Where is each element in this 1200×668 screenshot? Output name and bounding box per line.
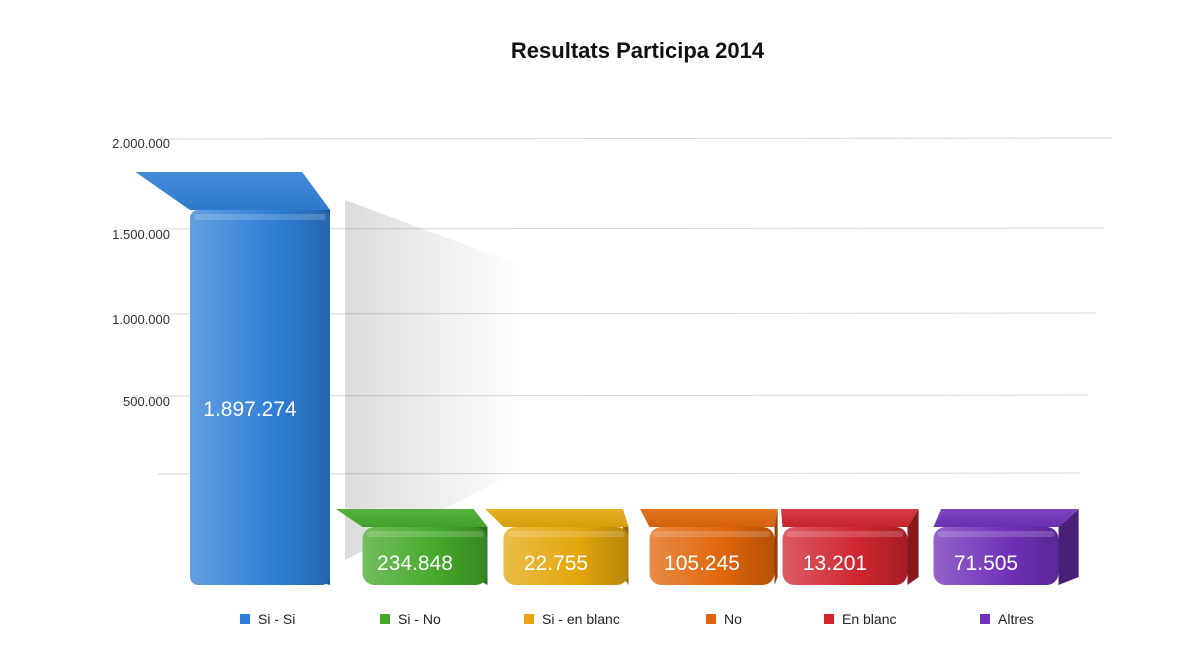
bar-shadows [345, 200, 520, 560]
legend-item: En blanc [824, 611, 896, 627]
bars [135, 172, 1079, 585]
bar-si-en-blanc [485, 509, 629, 585]
legend-label: Si - No [398, 611, 441, 627]
legend-item: Si - en blanc [524, 611, 620, 627]
legend-swatch [380, 614, 390, 624]
bar-altres [933, 509, 1079, 585]
data-label: 234.848 [377, 552, 453, 575]
value-labels: 1.897.274 234.848 22.755 105.245 13.201 71.50… [203, 398, 1018, 575]
legend-swatch [980, 614, 990, 624]
data-label: 22.755 [524, 552, 588, 575]
legend-item: Si - Si [240, 611, 295, 627]
legend-label: Si - Si [258, 611, 295, 627]
legend-label: No [724, 611, 742, 627]
legend-label: En blanc [842, 611, 896, 627]
legend-swatch [240, 614, 250, 624]
bar-shadow [345, 200, 520, 560]
y-tick-label: 2.000.000 [112, 136, 170, 151]
bar-si-si [135, 172, 330, 585]
gridline [157, 137, 1113, 140]
y-tick-label: 1.500.000 [112, 227, 170, 242]
bar-en-blanc [781, 509, 919, 585]
bar-no [640, 509, 778, 585]
legend-item: Altres [980, 611, 1034, 627]
bar-si-no [335, 509, 488, 585]
legend: Si - Si Si - No Si - en blanc No En blanc Alt… [240, 611, 1034, 627]
legend-swatch [706, 614, 716, 624]
legend-swatch [524, 614, 534, 624]
data-label: 1.897.274 [203, 398, 297, 421]
chart-title: Resultats Participa 2014 [510, 38, 765, 63]
legend-label: Si - en blanc [542, 611, 620, 627]
y-tick-label: 1.000.000 [112, 312, 170, 327]
y-tick-label: 500.000 [123, 394, 170, 409]
data-label: 105.245 [664, 552, 740, 575]
legend-item: Si - No [380, 611, 441, 627]
data-label: 13.201 [803, 552, 867, 575]
legend-label: Altres [998, 611, 1034, 627]
data-label: 71.505 [954, 552, 1018, 575]
y-axis: 500.000 1.000.000 1.500.000 2.000.000 [112, 136, 170, 409]
legend-item: No [706, 611, 742, 627]
legend-swatch [824, 614, 834, 624]
